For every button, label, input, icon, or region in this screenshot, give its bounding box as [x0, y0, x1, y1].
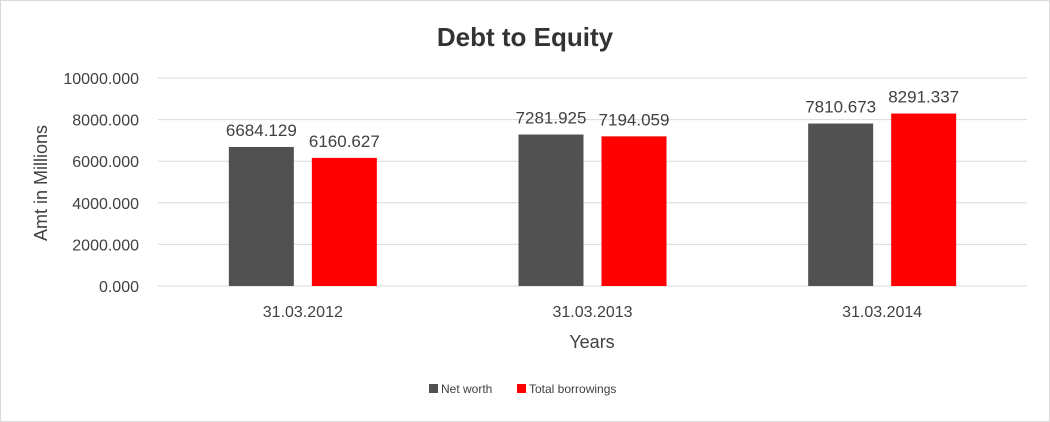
y-axis-ticks: 0.000 2000.000 4000.000 6000.000 8000.000 100…: [63, 71, 139, 296]
x-tick-label: 31.03.2014: [842, 304, 922, 321]
x-axis-ticks: 31.03.2012 31.03.2013 31.03.2014: [263, 304, 923, 321]
y-tick-label: 2000.000: [72, 237, 139, 254]
x-axis-title: Years: [569, 332, 614, 352]
bars: [228, 113, 957, 287]
y-tick-label: 0.000: [99, 279, 139, 296]
y-tick-label: 6000.000: [72, 154, 139, 171]
data-label: 6684.129: [226, 121, 297, 140]
y-tick-label: 4000.000: [72, 196, 139, 213]
y-axis-title: Amt in Millions: [31, 125, 51, 241]
data-label: 6160.627: [309, 132, 380, 151]
data-label: 7194.059: [599, 110, 670, 129]
data-labels: 6684.129 6160.627 7281.925 7194.059 7810.673…: [226, 88, 959, 151]
legend-label: Net worth: [441, 382, 492, 396]
data-label: 7810.673: [805, 98, 876, 117]
bar: [891, 113, 957, 286]
gridlines: [158, 77, 1027, 287]
bar: [601, 136, 667, 286]
bar: [808, 123, 874, 287]
bar: [518, 134, 584, 286]
chart-title: Debt to Equity: [437, 22, 614, 52]
bar: [311, 157, 377, 286]
data-label: 7281.925: [516, 109, 587, 128]
x-tick-label: 31.03.2013: [552, 304, 632, 321]
x-tick-label: 31.03.2012: [263, 304, 343, 321]
legend: Net worth Total borrowings: [429, 382, 616, 396]
bar: [228, 146, 294, 286]
legend-label: Total borrowings: [529, 382, 616, 396]
y-tick-label: 10000.000: [63, 71, 139, 88]
y-tick-label: 8000.000: [72, 113, 139, 130]
data-label: 8291.337: [888, 88, 959, 107]
legend-swatch: [517, 384, 526, 393]
legend-swatch: [429, 384, 438, 393]
